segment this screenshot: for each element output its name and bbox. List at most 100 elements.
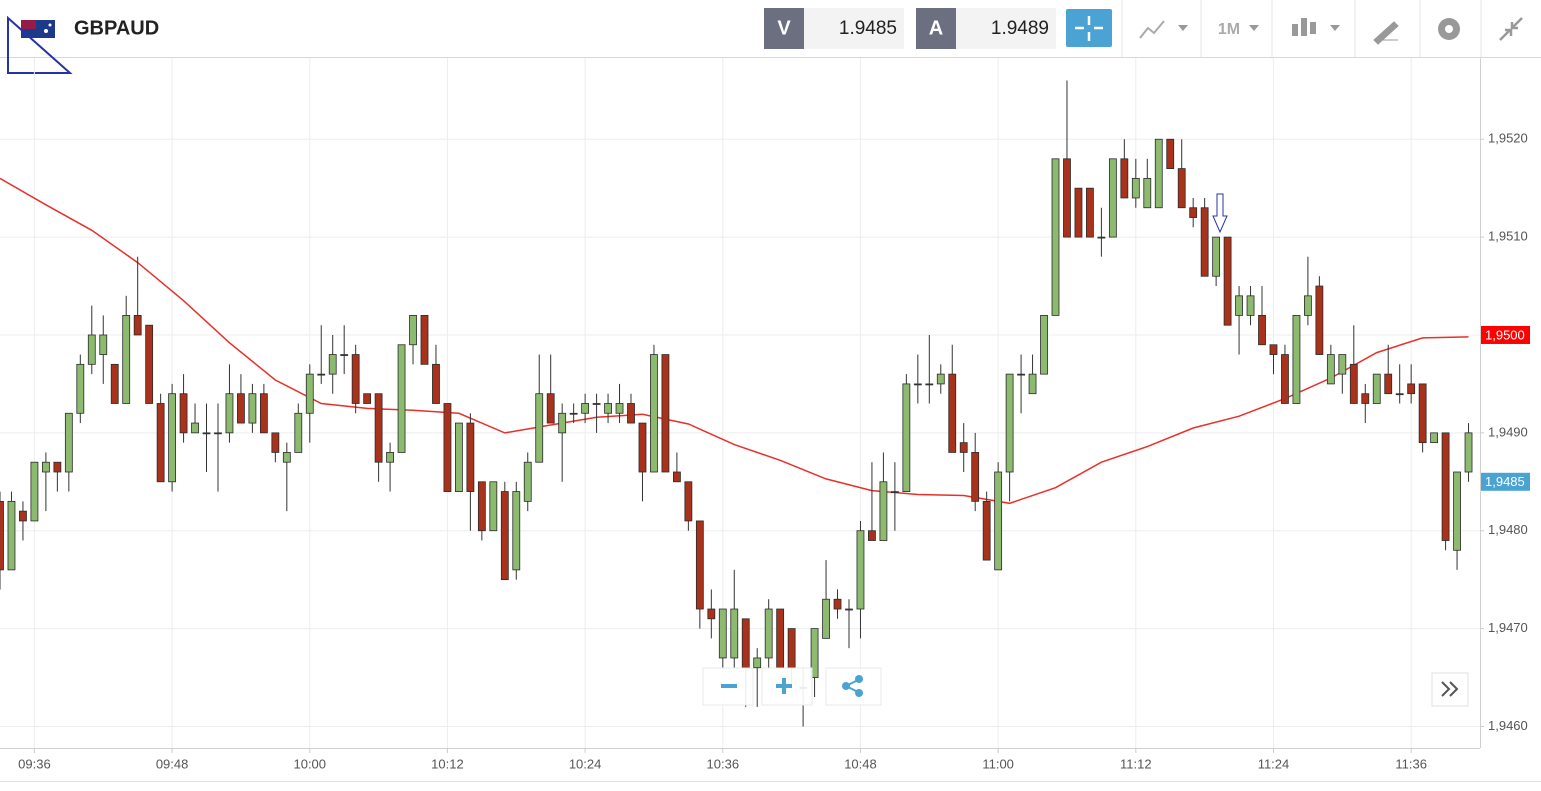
candle-body <box>110 363 119 404</box>
candle-body <box>1212 236 1221 277</box>
candle-body <box>833 598 842 610</box>
candle-body <box>1384 373 1393 395</box>
y-tick-label: 1,9490 <box>1488 424 1528 439</box>
candle-body <box>1246 295 1255 316</box>
candle-body <box>1005 373 1014 473</box>
ask-box[interactable] <box>916 8 956 49</box>
candle-body <box>1120 158 1129 199</box>
candle-body <box>1235 295 1243 316</box>
candle-body <box>1028 373 1037 395</box>
candle-body <box>1074 187 1083 238</box>
candle-body <box>271 432 280 453</box>
candle-body <box>1269 344 1278 355</box>
candle-body <box>328 354 337 375</box>
candle-body <box>1189 207 1198 218</box>
x-tick-label: 11:00 <box>982 756 1014 771</box>
candle-body <box>1086 187 1094 238</box>
zoom-out-button[interactable] <box>702 667 754 706</box>
price-label-box <box>1481 472 1530 491</box>
candle-body <box>99 334 108 355</box>
candle-body <box>684 481 693 522</box>
candle-body <box>30 461 39 522</box>
arrow-annotation[interactable] <box>1212 193 1228 234</box>
candle-body <box>1223 236 1232 326</box>
candle-body <box>627 403 635 424</box>
symbol: GBPAUD <box>74 17 159 39</box>
candle-body <box>248 393 257 424</box>
candle-body <box>913 383 922 386</box>
candle-body <box>305 373 314 414</box>
candle-body <box>374 393 383 463</box>
candle-body <box>179 393 188 434</box>
candle-body <box>1338 354 1347 375</box>
candle-body <box>466 422 475 492</box>
candle-body <box>1453 471 1461 551</box>
price-label: 1,9500 <box>1485 327 1525 342</box>
candle-body <box>19 510 27 522</box>
ask-label: A <box>929 17 943 39</box>
candle-body <box>856 530 865 610</box>
candle-body <box>1154 138 1163 209</box>
candle-body <box>512 491 521 571</box>
x-tick-label: 11:12 <box>1120 756 1152 771</box>
candle-body <box>1407 383 1416 395</box>
candle-body <box>925 383 934 386</box>
y-tick-label: 1,9520 <box>1488 131 1528 146</box>
settings-button[interactable] <box>1438 18 1460 40</box>
draw-button[interactable] <box>1373 21 1399 45</box>
candle-body <box>259 393 268 434</box>
collapse-button[interactable] <box>1499 17 1523 41</box>
candle-body <box>489 481 498 532</box>
bid-box[interactable] <box>764 8 804 49</box>
drawing-triangle[interactable] <box>7 15 73 74</box>
candle-body <box>202 432 211 435</box>
candle-body <box>1177 168 1186 209</box>
candle-body <box>1395 393 1404 396</box>
timeframe[interactable]: 1M <box>1218 21 1240 38</box>
candle-body <box>1361 393 1370 404</box>
candle-body <box>730 608 739 659</box>
candle-body <box>397 344 406 453</box>
x-tick-label: 10:36 <box>707 756 740 771</box>
candle-body <box>386 452 394 463</box>
candle-body <box>1430 432 1439 444</box>
candle-body <box>638 422 647 473</box>
candle-body <box>237 393 245 424</box>
ask-value: 1.9489 <box>991 18 1049 39</box>
candle-body <box>718 608 727 659</box>
candle-body <box>41 461 50 473</box>
candle-body <box>535 393 544 463</box>
candle-body <box>1258 315 1266 346</box>
candle-body <box>1372 373 1381 404</box>
candle-body <box>890 491 899 493</box>
candle-body <box>868 530 876 541</box>
crosshair-button[interactable] <box>1066 9 1112 47</box>
x-tick-label: 10:48 <box>844 756 877 771</box>
scroll-right-button[interactable] <box>1431 672 1469 707</box>
candle-body <box>581 403 590 414</box>
candle-body <box>420 315 429 365</box>
candle-body <box>363 393 372 404</box>
candle-body <box>145 324 154 404</box>
candle-body <box>225 393 234 434</box>
candle-body <box>523 461 532 502</box>
zoom-in-button[interactable] <box>761 667 813 706</box>
x-tick-label: 09:48 <box>156 756 189 771</box>
x-tick-label: 10:00 <box>293 756 326 771</box>
x-tick-label: 11:36 <box>1395 756 1427 771</box>
candle-type-button[interactable] <box>1292 18 1340 36</box>
candle-body <box>294 412 303 453</box>
chart-type-button[interactable] <box>1139 20 1188 39</box>
candle-body <box>1281 354 1289 404</box>
candle-body <box>1108 158 1117 238</box>
candle-body <box>156 403 165 483</box>
candle-body <box>87 334 96 365</box>
x-tick-label: 10:24 <box>569 756 602 771</box>
x-tick-label: 10:12 <box>431 756 464 771</box>
share-button[interactable] <box>825 667 882 706</box>
candle-body <box>1017 373 1025 376</box>
candle-body <box>1166 138 1175 169</box>
candle-body <box>776 608 785 669</box>
candle-body <box>558 412 567 434</box>
price-label-box <box>1481 325 1530 344</box>
